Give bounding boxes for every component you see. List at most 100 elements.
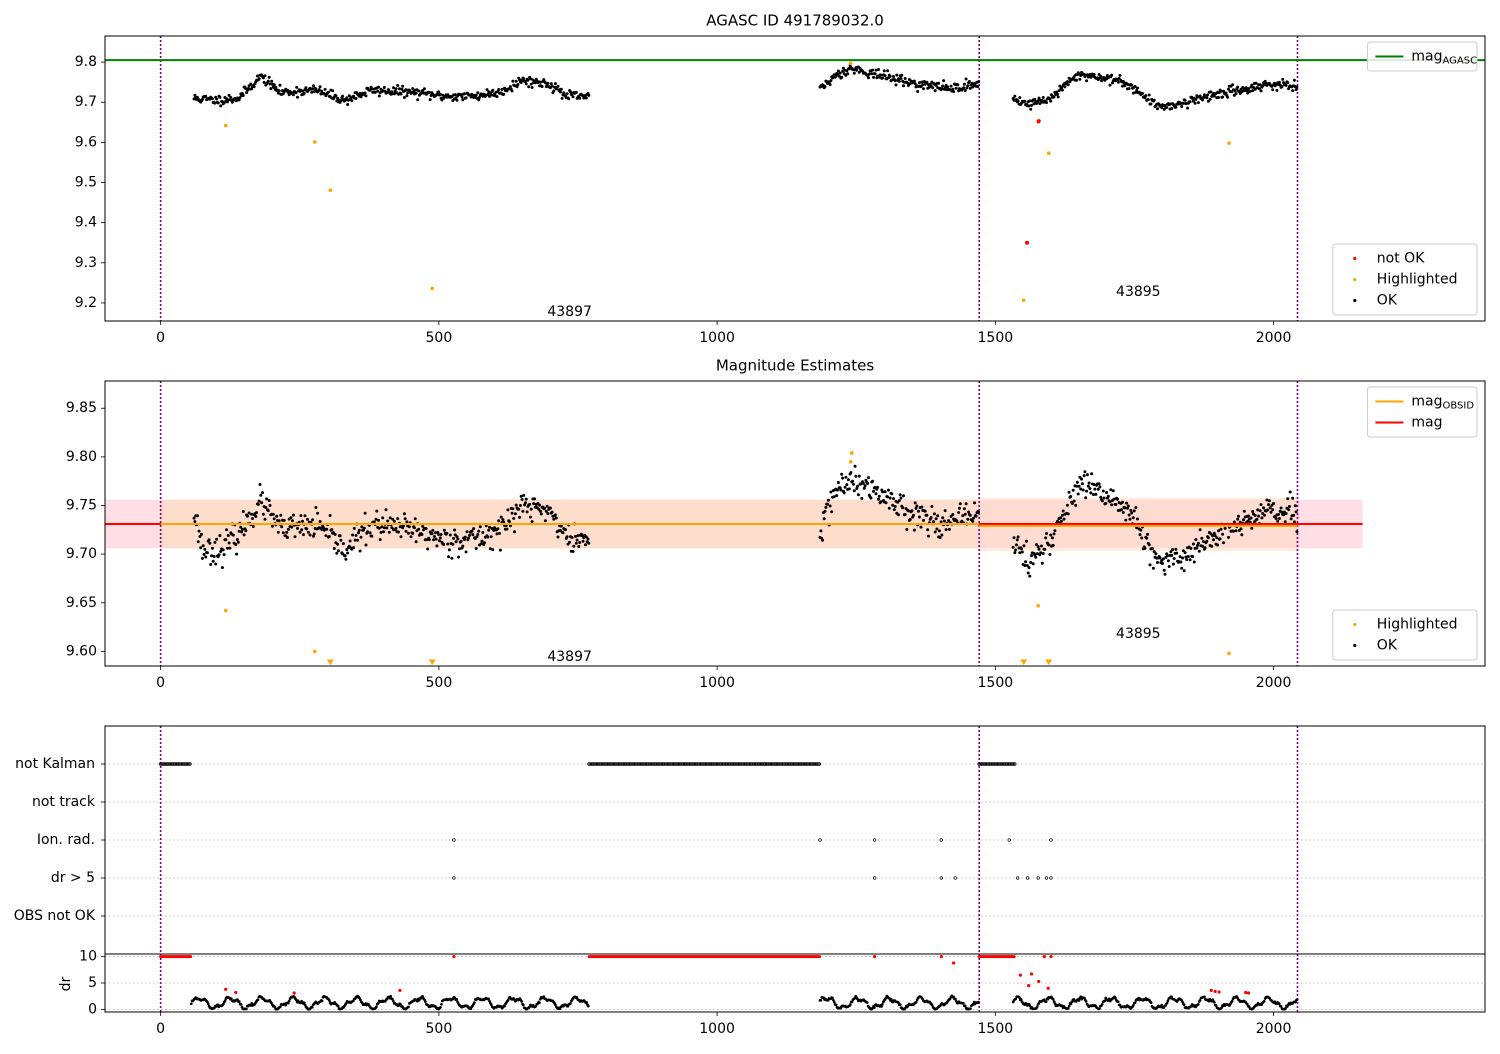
ok-point xyxy=(899,77,903,80)
ok-point xyxy=(1170,107,1174,110)
ok-point xyxy=(1291,496,1295,500)
ok-point xyxy=(1255,517,1259,521)
ok-point xyxy=(506,508,510,512)
ok-point xyxy=(940,87,944,91)
ok-point xyxy=(572,544,576,548)
ok-point xyxy=(477,529,481,533)
ok-point xyxy=(826,502,830,506)
flag-marker xyxy=(1044,876,1049,880)
x-tick-label: 0 xyxy=(156,1021,165,1037)
ok-point xyxy=(1213,534,1217,537)
ok-point xyxy=(528,515,532,519)
ok-point xyxy=(381,516,385,520)
ok-point xyxy=(846,72,850,76)
ok-point xyxy=(1075,480,1079,484)
ok-point xyxy=(1284,512,1288,515)
ok-point xyxy=(1169,550,1173,554)
ok-point xyxy=(1015,543,1018,547)
ok-point xyxy=(437,533,441,536)
ok-point xyxy=(574,534,577,538)
ok-point xyxy=(272,83,276,87)
y-tick-label: 9.5 xyxy=(75,175,97,191)
ok-point xyxy=(1049,533,1053,537)
ok-point xyxy=(336,542,340,546)
ok-point xyxy=(1158,556,1162,560)
flag-marker xyxy=(723,762,727,766)
dr-point xyxy=(440,1002,443,1006)
ok-point xyxy=(925,80,929,84)
ok-point xyxy=(968,513,972,517)
flag-marker xyxy=(646,762,650,766)
ok-point xyxy=(510,89,514,93)
obsid-label: 43897 xyxy=(547,304,592,320)
y-tick-label: 9.8 xyxy=(75,54,97,70)
ok-point xyxy=(1171,562,1175,566)
ok-point xyxy=(447,555,451,559)
ok-point xyxy=(897,499,901,503)
ok-point xyxy=(919,525,923,529)
ok-point xyxy=(1060,88,1064,92)
ok-point xyxy=(268,504,272,507)
ok-point xyxy=(517,507,521,511)
flag-marker xyxy=(176,762,180,766)
ok-point xyxy=(1178,555,1182,559)
flag-marker xyxy=(662,762,666,766)
flag-marker xyxy=(1036,876,1040,880)
ok-point xyxy=(929,84,933,88)
dr-point xyxy=(1067,1004,1071,1008)
ok-point xyxy=(483,541,486,545)
ok-point xyxy=(235,552,239,556)
ok-point xyxy=(464,96,468,100)
dr-point xyxy=(455,997,458,1001)
ok-point xyxy=(348,539,352,543)
dr-point xyxy=(881,1003,884,1006)
ok-point xyxy=(210,97,214,101)
ok-point xyxy=(903,513,907,516)
dr-point xyxy=(237,1000,241,1003)
dr-point xyxy=(376,1002,380,1005)
ok-point xyxy=(1227,535,1230,539)
ok-point xyxy=(1029,561,1033,564)
ok-point xyxy=(414,91,418,95)
ok-point xyxy=(345,548,349,552)
plot-frame xyxy=(104,35,1486,322)
ok-point xyxy=(204,94,208,98)
flag-marker xyxy=(652,762,656,766)
ok-point xyxy=(1037,547,1041,551)
flag-marker xyxy=(615,762,620,766)
ok-point xyxy=(879,500,883,504)
ok-point xyxy=(1226,95,1230,99)
dr-point xyxy=(256,998,260,1002)
ok-point xyxy=(217,553,221,557)
ok-point xyxy=(576,534,580,538)
ok-point xyxy=(922,87,925,91)
ok-point xyxy=(877,497,880,501)
ok-point xyxy=(251,517,254,520)
ok-point xyxy=(311,87,315,91)
ok-point xyxy=(892,497,895,501)
ok-point xyxy=(300,528,304,532)
ok-point xyxy=(357,531,360,535)
ok-point xyxy=(1016,535,1020,539)
ok-point xyxy=(261,76,265,80)
flag-marker xyxy=(187,762,191,766)
ok-point xyxy=(322,92,326,95)
dr-point xyxy=(832,998,835,1002)
ok-point xyxy=(301,89,304,93)
ok-point xyxy=(1247,514,1250,518)
ok-point xyxy=(326,90,330,94)
ok-point xyxy=(417,527,421,531)
flag-marker xyxy=(777,762,781,766)
ok-point xyxy=(1217,529,1220,533)
ok-point xyxy=(830,510,834,514)
ok-point xyxy=(971,519,975,523)
ok-point xyxy=(207,538,211,542)
flag-marker xyxy=(808,762,813,766)
ok-point xyxy=(1075,78,1079,82)
flag-marker xyxy=(660,762,665,766)
ok-point xyxy=(879,73,883,77)
dr-point xyxy=(1149,1001,1153,1005)
obsid-label: 43897 xyxy=(547,649,592,665)
ok-point xyxy=(487,528,491,532)
ok-point xyxy=(587,93,591,97)
